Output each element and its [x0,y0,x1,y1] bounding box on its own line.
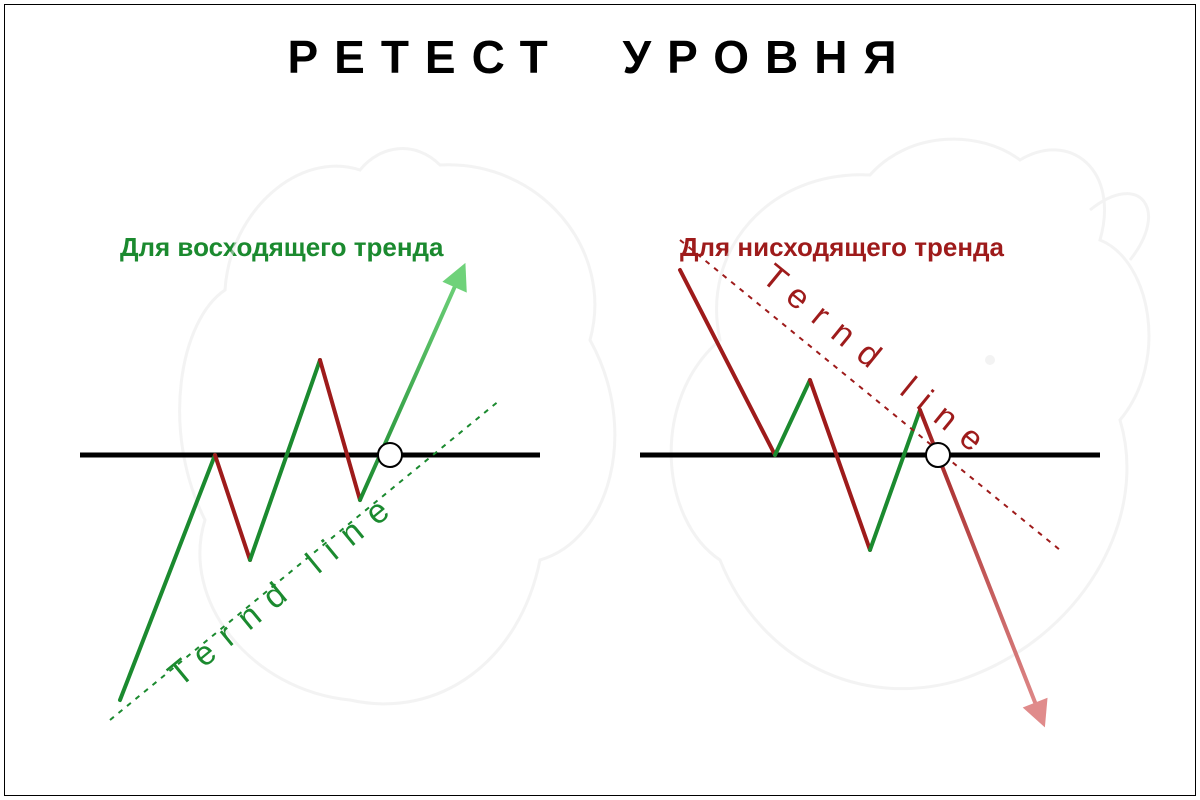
downtrend-subtitle: Для нисходящего тренда [680,232,1004,263]
uptrend-subtitle: Для восходящего тренда [120,232,444,263]
outer-frame [4,4,1196,796]
page-title: РЕТЕСТ УРОВНЯ [0,30,1200,84]
